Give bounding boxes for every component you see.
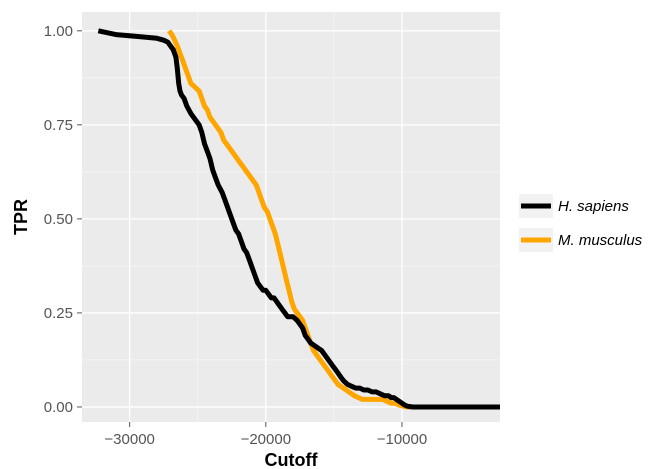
legend-label-m-musculus: M. musculus xyxy=(558,232,643,249)
series-line-h-sapiens xyxy=(97,28,500,410)
x-tick-label: −20000 xyxy=(241,431,291,448)
grid-minor xyxy=(82,12,500,422)
legend: H. sapiens M. musculus xyxy=(519,194,643,252)
y-tick-label: 0.25 xyxy=(44,305,73,322)
y-tick-label: 1.00 xyxy=(44,23,73,40)
y-axis: 0.00 0.25 0.50 0.75 1.00 xyxy=(44,23,82,416)
plot-panel xyxy=(82,12,500,422)
y-axis-title: TPR xyxy=(11,199,31,235)
y-tick-label: 0.75 xyxy=(44,117,73,134)
y-tick-label: 0.50 xyxy=(44,211,73,228)
x-tick-label: −10000 xyxy=(377,431,427,448)
x-axis-title: Cutoff xyxy=(265,450,319,469)
grid-major xyxy=(82,12,500,422)
x-tick-label: −30000 xyxy=(104,431,154,448)
x-axis: −30000 −20000 −10000 xyxy=(104,422,427,448)
legend-label-h-sapiens: H. sapiens xyxy=(558,198,629,215)
series-lines xyxy=(97,28,500,410)
series-line-m-musculus xyxy=(167,29,500,410)
y-tick-label: 0.00 xyxy=(44,399,73,416)
